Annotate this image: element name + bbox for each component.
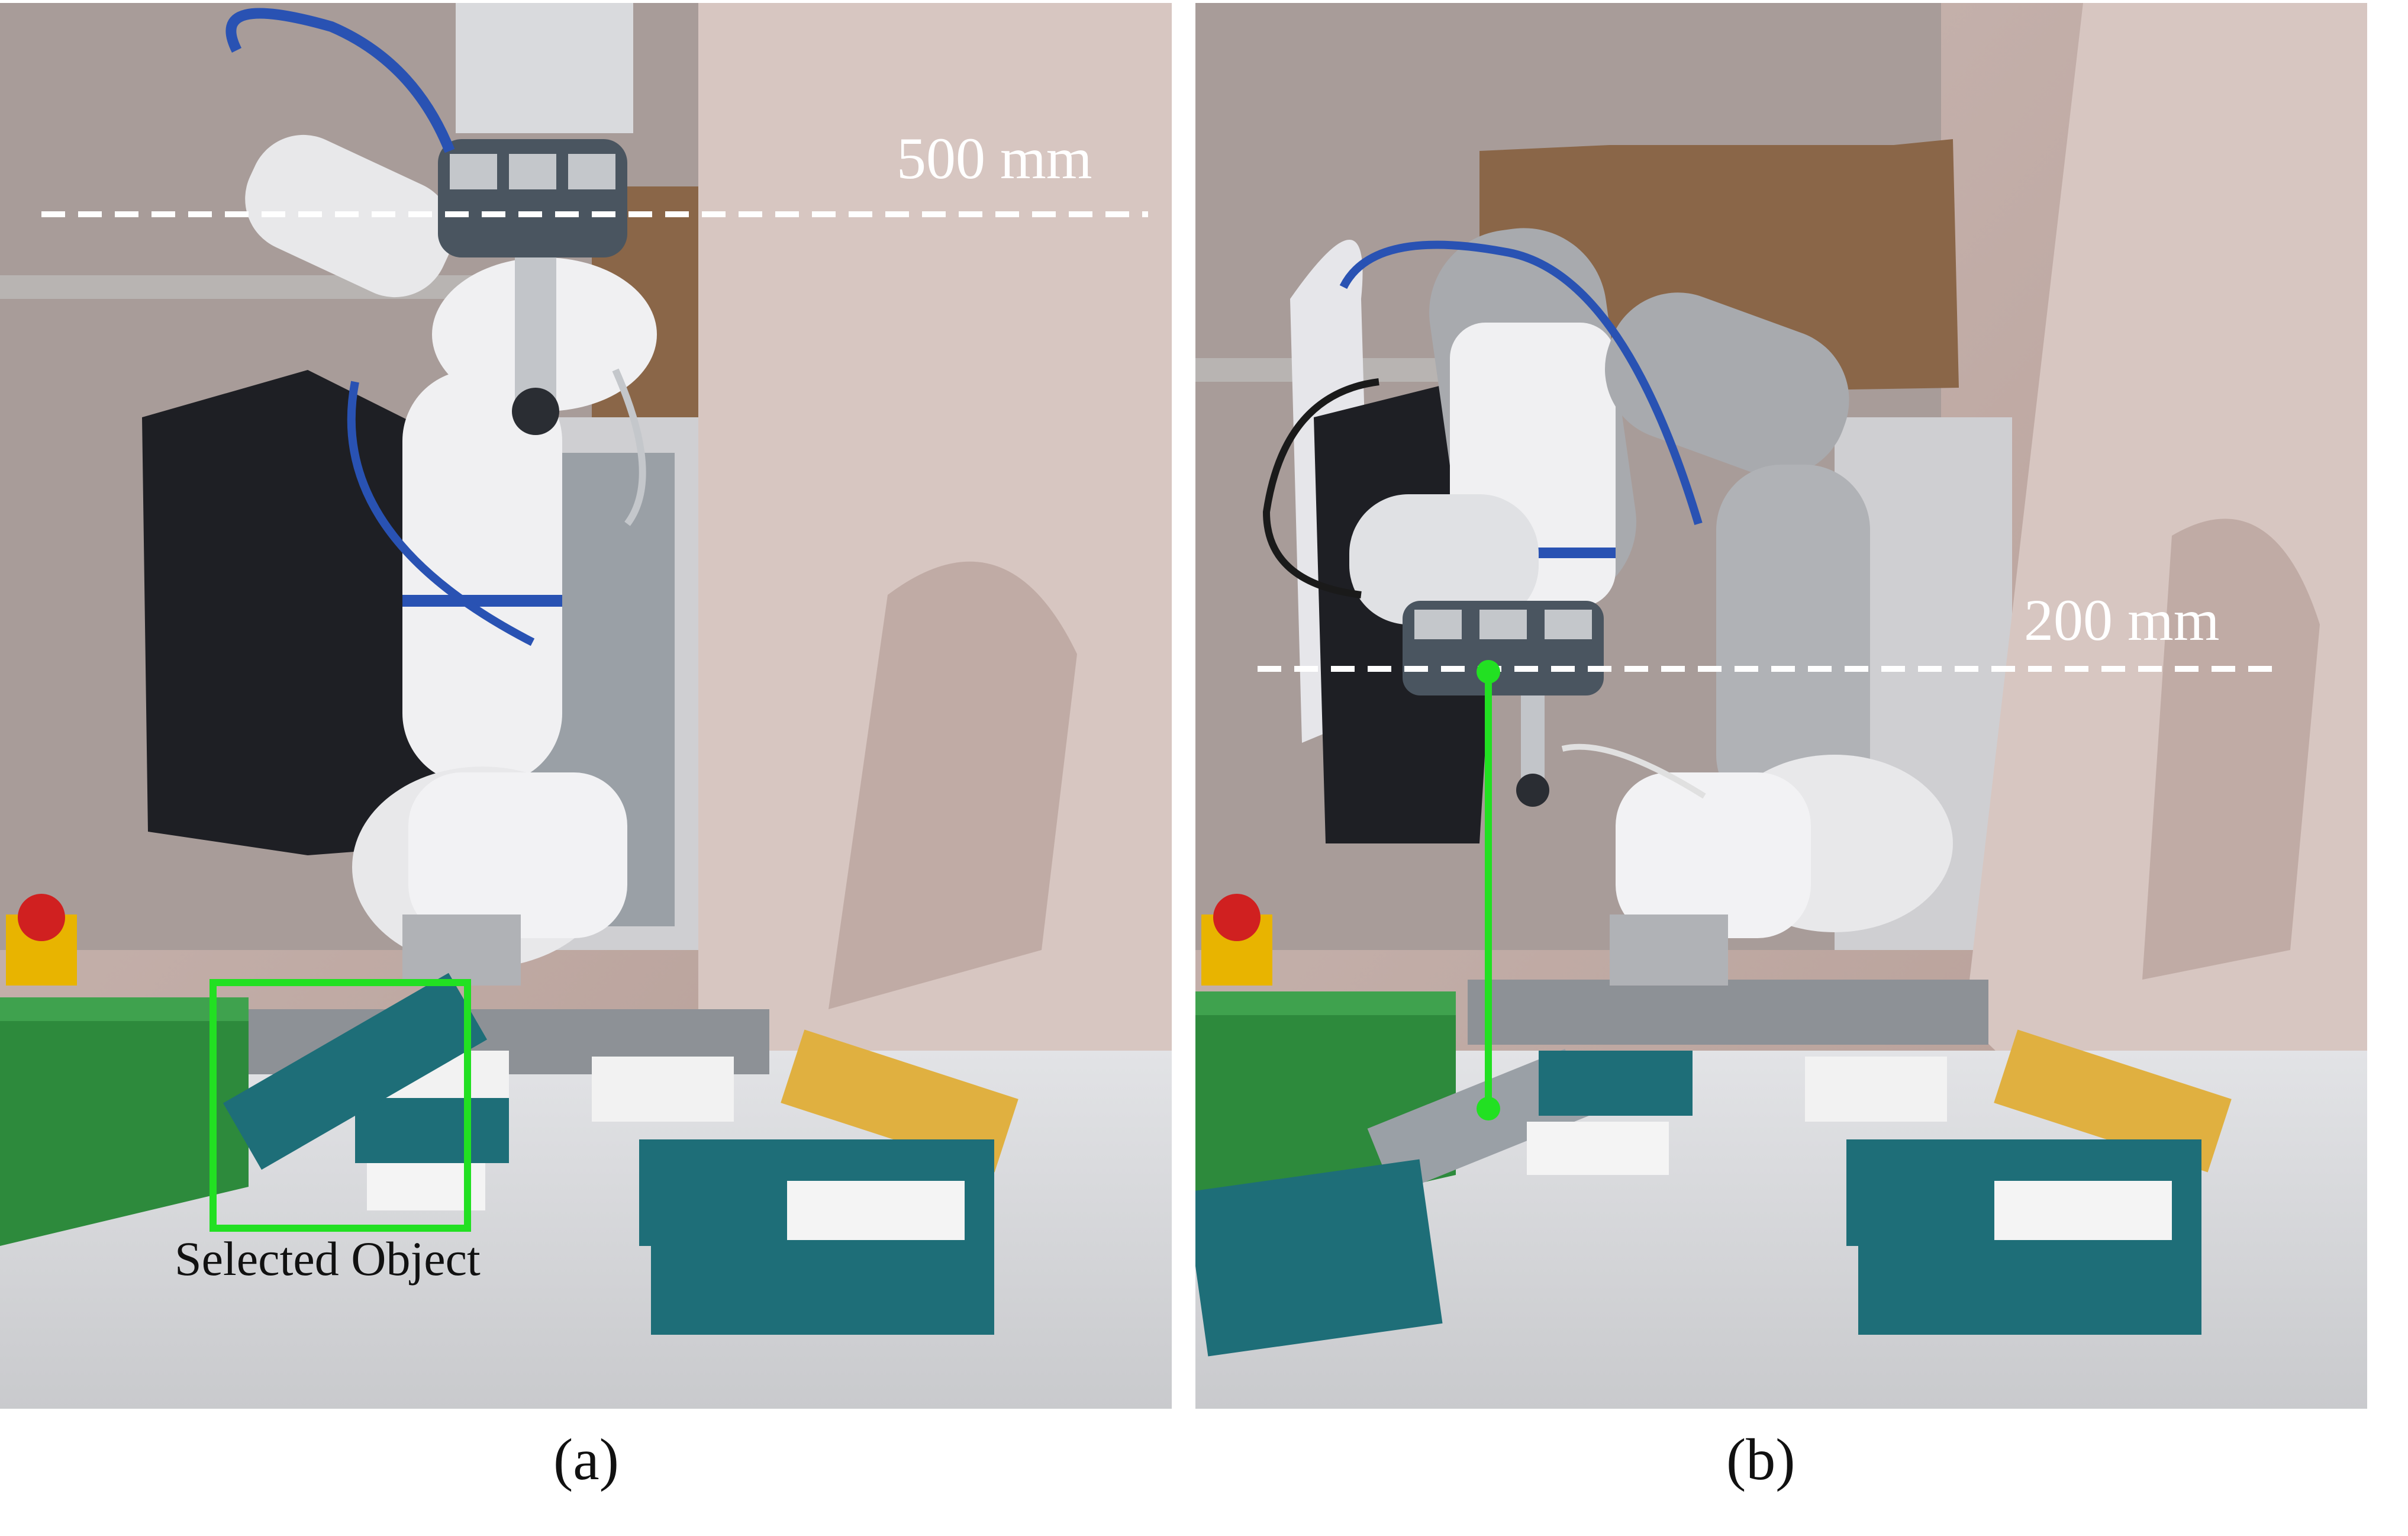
robot-base-rail	[1468, 980, 1988, 1045]
distance-bottom-marker	[1477, 1097, 1500, 1120]
bin-icon	[0, 997, 249, 1246]
selection-box	[209, 979, 471, 1232]
estop-icon	[1213, 894, 1261, 941]
selected-box	[223, 973, 488, 1170]
caption-b: (b)	[1726, 1426, 1795, 1492]
photo-panel-a: 500 mm Selected Object	[0, 3, 1172, 1409]
height-label-500: 500 mm	[897, 125, 1092, 191]
scene-b	[1195, 3, 2367, 1409]
shadow	[829, 561, 1077, 1009]
bin-rim	[1195, 991, 1456, 1015]
box-stack	[1805, 1029, 2232, 1335]
box-icon	[1195, 1048, 1693, 1357]
selected-object-label: Selected Object	[175, 1232, 481, 1286]
gripper-icon	[1521, 695, 1545, 784]
robot-arm-icon	[1262, 228, 1953, 986]
estop-icon	[18, 894, 65, 941]
height-label-200: 200 mm	[2024, 587, 2220, 653]
bin-rim	[0, 997, 249, 1021]
jacket-icon	[142, 370, 473, 855]
scene-a	[0, 3, 1172, 1409]
robot-arm-icon	[225, 3, 657, 986]
caption-a: (a)	[553, 1426, 619, 1492]
photo-panel-b: 200 mm	[1195, 3, 2367, 1409]
box-stack	[592, 1029, 1018, 1335]
distance-top-marker	[1477, 660, 1500, 684]
shadow	[2142, 519, 2320, 980]
